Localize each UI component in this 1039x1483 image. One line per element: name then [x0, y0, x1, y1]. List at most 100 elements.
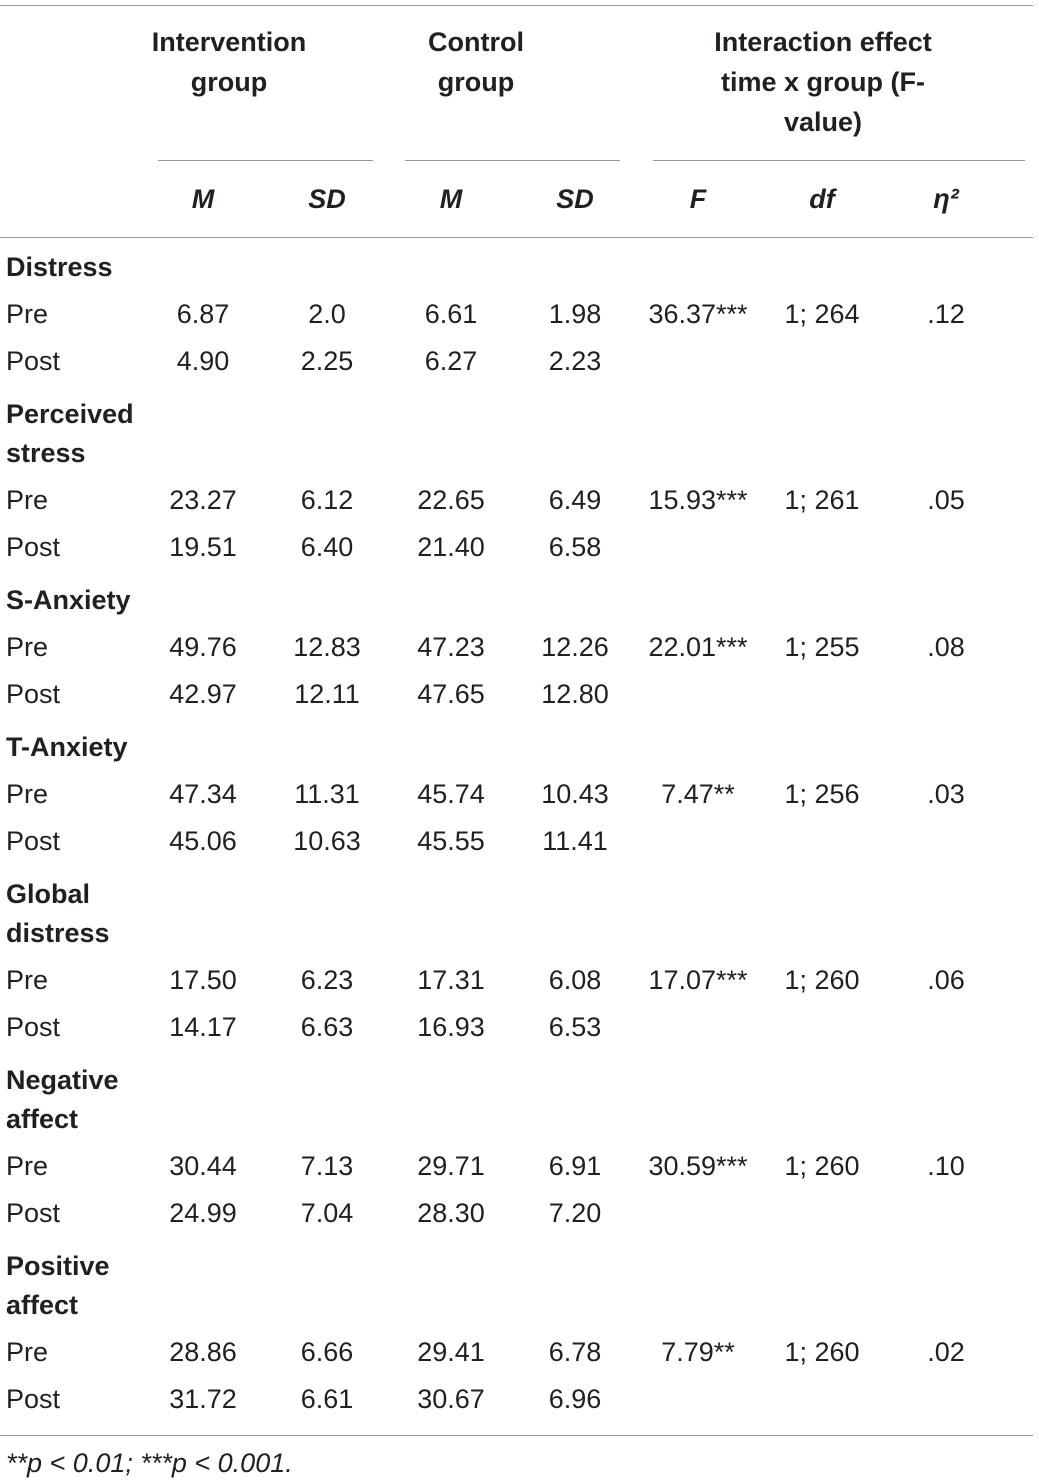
table-row: Post 4.90 2.25 6.27 2.23 [0, 338, 1039, 385]
table-row: Pre 23.27 6.12 22.65 6.49 15.93*** 1; 261 .05 [0, 477, 1039, 524]
group-header: Intervention group [151, 27, 307, 97]
row-label: Pre [6, 632, 49, 662]
column-header: F [689, 184, 707, 214]
cell: 2.25 [300, 346, 354, 376]
cell: 12.83 [293, 632, 361, 662]
cell: 4.90 [176, 346, 230, 376]
section-label: Distress [6, 252, 113, 282]
cell: 47.23 [417, 632, 485, 662]
column-header: SD [308, 184, 346, 214]
section-label: S-Anxiety [6, 585, 131, 615]
cell: 1; 260 [784, 965, 860, 995]
cell: 2.0 [308, 299, 346, 329]
table-row: Pre 6.87 2.0 6.61 1.98 36.37*** 1; 264 .12 [0, 291, 1039, 338]
cell: 23.27 [169, 485, 237, 515]
cell: 1.98 [548, 299, 602, 329]
cell: 1; 255 [784, 632, 860, 662]
cell: .08 [927, 632, 965, 662]
cell: 14.17 [169, 1012, 237, 1042]
group-underline [405, 160, 620, 161]
cell: .05 [927, 485, 965, 515]
table-row: Post 14.17 6.63 16.93 6.53 [0, 1004, 1039, 1051]
cell: 22.65 [417, 485, 485, 515]
cell: 12.26 [541, 632, 609, 662]
cell: 17.07*** [648, 965, 748, 995]
cell: 6.66 [300, 1337, 354, 1367]
cell: 6.63 [300, 1012, 354, 1042]
cell: 47.65 [417, 679, 485, 709]
cell: 28.30 [417, 1198, 485, 1228]
cell: 21.40 [417, 532, 485, 562]
row-label: Post [6, 346, 61, 376]
cell: 10.63 [293, 826, 361, 856]
cell: 45.55 [417, 826, 485, 856]
group-underline [158, 160, 373, 161]
row-label: Post [6, 1384, 61, 1414]
column-header: SD [556, 184, 594, 214]
cell: 6.08 [548, 965, 602, 995]
top-rule [0, 5, 1033, 6]
cell: 10.43 [541, 779, 609, 809]
row-label: Post [6, 679, 61, 709]
column-header: M [439, 184, 463, 214]
cell: 30.67 [417, 1384, 485, 1414]
column-header: df [809, 184, 835, 214]
section-label: Global distress [6, 879, 110, 948]
cell: 6.27 [424, 346, 478, 376]
section-label: T-Anxiety [6, 732, 128, 762]
cell: 17.31 [417, 965, 485, 995]
cell: 1; 260 [784, 1151, 860, 1181]
cell: 6.58 [548, 532, 602, 562]
row-label: Pre [6, 1337, 49, 1367]
cell: 29.41 [417, 1337, 485, 1367]
group-underline [653, 160, 1025, 161]
cell: 6.61 [300, 1384, 354, 1414]
row-label: Post [6, 826, 61, 856]
cell: 7.79** [661, 1337, 735, 1367]
cell: 49.76 [169, 632, 237, 662]
row-label: Pre [6, 485, 49, 515]
cell: 1; 256 [784, 779, 860, 809]
table-row: Post 31.72 6.61 30.67 6.96 [0, 1376, 1039, 1423]
group-header: Control group [428, 27, 524, 97]
cell: 7.13 [300, 1151, 354, 1181]
cell: 31.72 [169, 1384, 237, 1414]
cell: 11.31 [294, 779, 360, 809]
table-row: Pre 28.86 6.66 29.41 6.78 7.79** 1; 260 .02 [0, 1329, 1039, 1376]
header-rule [0, 237, 1033, 238]
cell: 24.99 [169, 1198, 237, 1228]
column-header: η² [933, 184, 959, 214]
cell: .03 [927, 779, 965, 809]
cell: 30.59*** [648, 1151, 748, 1181]
cell: 7.04 [300, 1198, 354, 1228]
cell: 7.47** [661, 779, 735, 809]
cell: 6.96 [548, 1384, 602, 1414]
cell: 36.37*** [648, 299, 748, 329]
cell: 1; 261 [784, 485, 860, 515]
bottom-rule [0, 1435, 1033, 1436]
section-label: Positive affect [6, 1251, 110, 1320]
cell: 7.20 [548, 1198, 602, 1228]
table-row: Pre 30.44 7.13 29.71 6.91 30.59*** 1; 260 .10 [0, 1143, 1039, 1190]
cell: 22.01*** [648, 632, 748, 662]
cell: .10 [927, 1151, 965, 1181]
cell: .06 [927, 965, 965, 995]
row-label: Pre [6, 965, 49, 995]
row-label: Pre [6, 779, 49, 809]
table-row: Pre 49.76 12.83 47.23 12.26 22.01*** 1; 255 .08 [0, 624, 1039, 671]
table-row: Post 24.99 7.04 28.30 7.20 [0, 1190, 1039, 1237]
row-label: Pre [6, 299, 49, 329]
cell: 45.06 [169, 826, 237, 856]
table-row: Post 19.51 6.40 21.40 6.58 [0, 524, 1039, 571]
cell: 15.93*** [648, 485, 748, 515]
cell: 16.93 [417, 1012, 485, 1042]
cell: 6.61 [424, 299, 478, 329]
cell: 1; 264 [784, 299, 860, 329]
cell: 2.23 [548, 346, 602, 376]
cell: 19.51 [169, 532, 237, 562]
cell: 28.86 [169, 1337, 237, 1367]
table-row: Pre 17.50 6.23 17.31 6.08 17.07*** 1; 260 .06 [0, 957, 1039, 1004]
cell: 6.87 [176, 299, 230, 329]
cell: 12.11 [294, 679, 360, 709]
section-label: Perceived stress [6, 399, 134, 468]
